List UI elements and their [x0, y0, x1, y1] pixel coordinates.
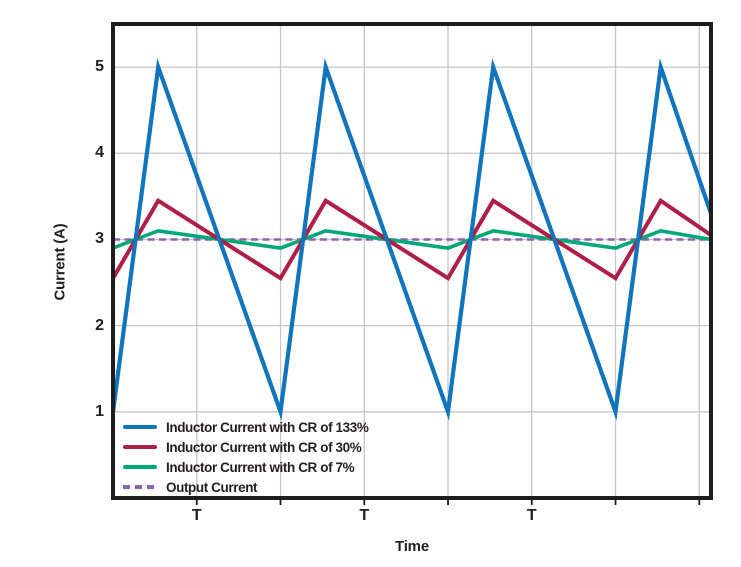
legend-item: Inductor Current with CR of 133% [123, 417, 369, 437]
legend-item: Inductor Current with CR of 30% [123, 437, 368, 457]
x-tick-label: T [191, 507, 202, 524]
plot-frame [111, 22, 713, 500]
legend-label: Output Current [166, 479, 258, 495]
y-tick-label: 3 [95, 230, 104, 248]
legend-item: Inductor Current with CR of 7% [123, 457, 368, 477]
legend-label: Inductor Current with CR of 30% [166, 439, 362, 455]
series-line-blue [110, 57, 713, 421]
x-tick-label: T [359, 507, 370, 524]
legend-swatch-red [123, 444, 157, 450]
legend-label: Inductor Current with CR of 7% [166, 459, 355, 475]
y-tick-label: 5 [95, 58, 104, 76]
y-tick-label: 4 [95, 144, 104, 162]
legend-swatch-blue [123, 424, 157, 430]
x-tick-label: T [526, 507, 537, 524]
legend-label: Inductor Current with CR of 133% [166, 419, 369, 435]
legend-swatch-green [123, 464, 157, 470]
y-axis-title: Current (A) [51, 223, 69, 301]
legend-item: Output Current [123, 477, 368, 497]
y-tick-label: 1 [95, 402, 104, 420]
series-line-green [112, 228, 712, 250]
legend: Inductor Current with CR of 133% Inductor… [123, 417, 369, 497]
legend-swatch-purple [123, 485, 157, 489]
y-tick-label: 2 [95, 316, 104, 334]
x-axis-title: Time [395, 538, 429, 555]
series-line-red [111, 197, 713, 282]
